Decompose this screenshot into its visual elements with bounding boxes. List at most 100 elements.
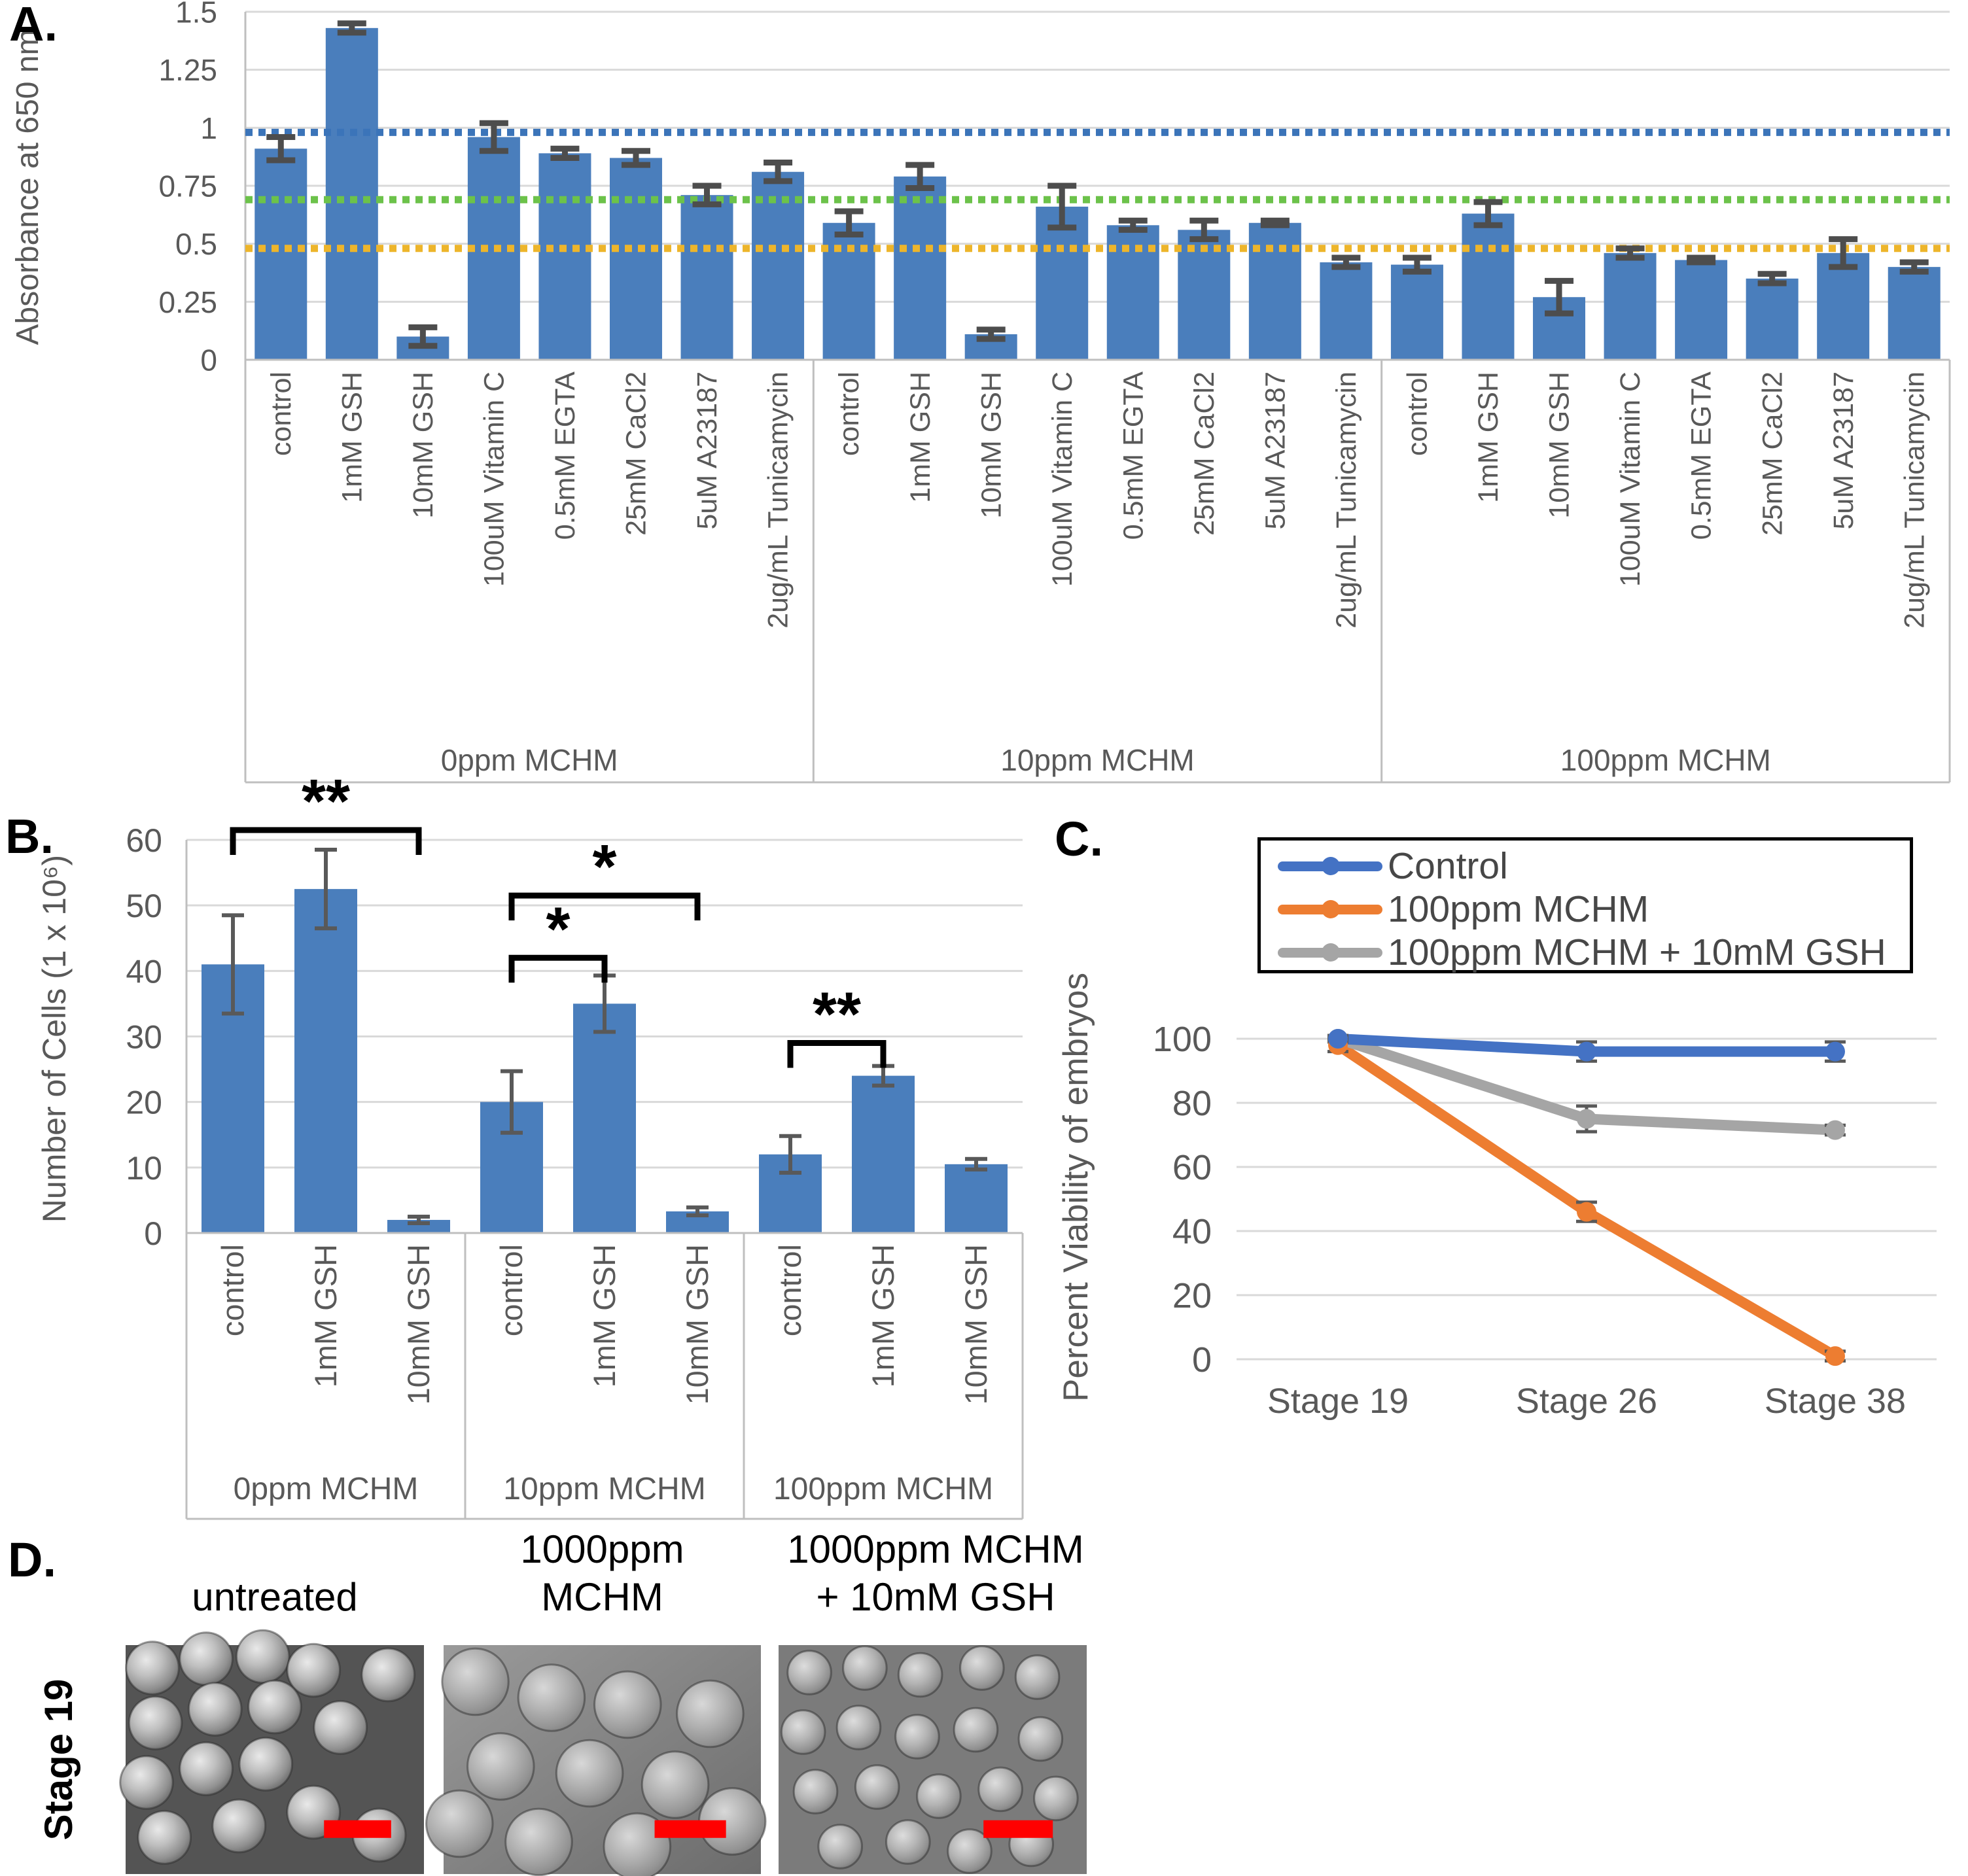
panel-c-chart: 0 20 40 60 80 100 Stage 19 Stage 26 Stage 38 Perc… (1057, 973, 1937, 1421)
y-tick: 0.75 (158, 169, 217, 203)
group-label: 100ppm MCHM (773, 1472, 993, 1506)
bar (852, 1075, 915, 1233)
y-tick: 20 (1172, 1276, 1212, 1315)
group-label: 0ppm MCHM (234, 1472, 419, 1506)
significance-stars: * (546, 894, 571, 964)
bar (538, 153, 591, 360)
y-tick: 1.5 (175, 0, 217, 29)
panel-d-col-label-1000ppm-mchm: 1000ppm MCHM (520, 1527, 684, 1619)
scale-bar (324, 1820, 391, 1838)
bar (1604, 252, 1657, 360)
bar (1036, 206, 1089, 360)
y-tick: 30 (126, 1019, 162, 1056)
category-label: control (266, 372, 297, 456)
y-tick: 10 (126, 1150, 162, 1187)
significance-stars: ** (813, 980, 861, 1049)
category-label: 10mM GSH (401, 1244, 436, 1405)
category-label: 25mM CaCl2 (1189, 372, 1220, 536)
significance-stars: * (593, 832, 617, 901)
y-tick: 0 (144, 1215, 162, 1252)
bar (1248, 222, 1301, 360)
legend-marker-mchm-gsh-icon (1278, 943, 1382, 962)
legend-label-mchm: 100ppm MCHM (1388, 888, 1649, 930)
bar (325, 27, 378, 360)
bar (680, 195, 733, 360)
y-tick: 40 (126, 953, 162, 990)
series-marker (1577, 1202, 1596, 1222)
category-label: 100uM Vitamin C (479, 372, 510, 587)
category-label: 2ug/mL Tunicamycin (1899, 372, 1930, 629)
x-category-label: Stage 26 (1516, 1381, 1657, 1421)
legend-row-control: Control (1278, 844, 1910, 888)
significance-bracket (508, 892, 701, 921)
legend-label-control: Control (1388, 845, 1508, 887)
y-tick: 80 (1172, 1084, 1212, 1123)
series-marker (1825, 1346, 1845, 1366)
bar (1390, 264, 1443, 360)
group-label: 0ppm MCHM (441, 743, 618, 777)
category-label: 25mM CaCl2 (621, 372, 652, 536)
bar (294, 889, 357, 1233)
bar (1817, 252, 1870, 360)
panel-a-label: A. (9, 0, 58, 51)
legend-row-mchm-gsh: 100ppm MCHM + 10mM GSH (1278, 931, 1910, 974)
series-marker (1328, 1029, 1348, 1049)
category-label: 2ug/mL Tunicamycin (1331, 372, 1362, 629)
category-label: 100uM Vitamin C (1615, 372, 1646, 587)
bar (1746, 278, 1799, 360)
y-tick: 100 (1153, 1020, 1212, 1059)
category-label: 10mM GSH (408, 372, 439, 519)
category-label: 10mM GSH (975, 372, 1007, 519)
y-tick: 60 (126, 822, 162, 859)
y-tick: 0.5 (175, 227, 217, 261)
significance-stars: ** (302, 767, 350, 836)
category-label: 5uM A23187 (692, 372, 723, 529)
x-category-label: Stage 19 (1267, 1381, 1409, 1421)
series-marker (1577, 1041, 1596, 1062)
y-tick: 40 (1172, 1212, 1212, 1251)
y-axis-title: Percent Viability of embryos (1057, 973, 1095, 1402)
category-label: 0.5mM EGTA (1117, 372, 1149, 540)
bar (894, 176, 947, 360)
category-label: 5uM A23187 (1259, 372, 1291, 529)
bar (1462, 213, 1515, 360)
category-label: 10mM GSH (1544, 372, 1575, 519)
category-label: 1mM GSH (587, 1244, 622, 1387)
category-label: 0.5mM EGTA (1686, 372, 1717, 540)
micrograph-image-2 (425, 1645, 767, 1876)
bar (255, 148, 308, 360)
series-marker (1825, 1120, 1845, 1140)
category-label: control (215, 1244, 250, 1336)
category-label: 10mM GSH (958, 1244, 993, 1405)
category-label: control (494, 1244, 529, 1336)
legend-marker-control-icon (1278, 856, 1382, 875)
category-label: control (1402, 372, 1433, 456)
bar (945, 1164, 1008, 1233)
legend-row-mchm: 100ppm MCHM (1278, 888, 1910, 931)
y-tick: 0.25 (158, 285, 217, 319)
category-label: 100uM Vitamin C (1047, 372, 1078, 587)
group-label: 10ppm MCHM (503, 1472, 705, 1506)
bar (387, 1219, 450, 1233)
legend-marker-mchm-icon (1278, 899, 1382, 918)
panel-b-chart: 0 10 20 30 40 50 60 control 1mM GSH 10mM GSH contr… (36, 767, 1024, 1520)
bar (573, 1003, 636, 1233)
category-label: 25mM CaCl2 (1757, 372, 1788, 536)
panel-b-label: B. (5, 809, 54, 863)
significance-bracket (787, 1040, 887, 1068)
category-label: 1mM GSH (905, 372, 936, 503)
scale-bar (983, 1820, 1053, 1838)
y-tick: 0 (1192, 1340, 1212, 1380)
panel-d-col-label-untreated: untreated (192, 1575, 358, 1619)
panel-d-label: D. (8, 1533, 56, 1587)
category-label: 10mM GSH (680, 1244, 714, 1405)
panel-d-micrographs (119, 1629, 1087, 1876)
category-label: control (834, 372, 865, 456)
legend-label-mchm-gsh: 100ppm MCHM + 10mM GSH (1388, 931, 1886, 973)
bar (822, 222, 875, 360)
category-label: 1mM GSH (866, 1244, 900, 1387)
panel-d-row-label: Stage 19 (37, 1678, 80, 1841)
y-axis-title: Absorbance at 650 nm (10, 29, 45, 345)
group-label: 100ppm MCHM (1560, 743, 1771, 777)
